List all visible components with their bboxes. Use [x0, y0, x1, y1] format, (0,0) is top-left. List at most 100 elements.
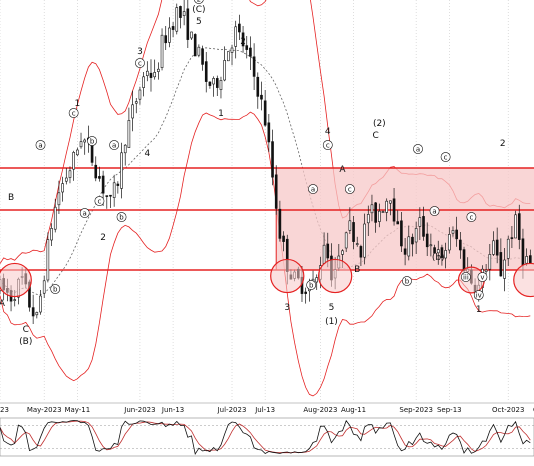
wave-circle-0 [0, 262, 32, 298]
candle-body-133 [488, 254, 492, 270]
candle-body-56 [204, 61, 208, 82]
candle-body-142 [521, 238, 525, 266]
wave-label-27: (1) [325, 317, 338, 327]
candle-body-101 [370, 204, 374, 214]
candle-body-121 [444, 250, 447, 259]
wave-label-36: c [444, 154, 448, 162]
candle-body-132 [484, 269, 488, 272]
candle-body-4 [13, 299, 17, 301]
wave-label-ring-5 [50, 284, 61, 294]
candle-body-100 [366, 214, 370, 224]
wave-label-16: 4 [144, 149, 150, 159]
candle-body-49 [179, 6, 182, 18]
wave-label-ring-24 [322, 140, 333, 150]
candle-body-23 [83, 139, 87, 143]
wave-label-ring-37 [429, 206, 440, 216]
candle-body-134 [492, 240, 495, 255]
wave-label-ring-41 [473, 290, 484, 300]
candle-body-19 [68, 170, 72, 178]
wave-label-10: c [98, 198, 102, 206]
candle-body-36 [131, 104, 134, 119]
wave-label-31: B [354, 265, 360, 275]
x-tick-label-0: 2023 [0, 406, 9, 414]
candle-body-32 [116, 183, 120, 186]
candle-body-55 [201, 48, 204, 65]
wave-label-ring-13 [116, 212, 127, 222]
candle-body-136 [499, 252, 503, 277]
x-tick-label-8: Aug-11 [341, 406, 366, 414]
candle-body-74 [271, 141, 274, 178]
candle-body-66 [241, 32, 245, 47]
candle-body-41 [149, 72, 153, 78]
candle-body-113 [414, 228, 418, 243]
wave-label-ring-8 [79, 208, 90, 218]
candle-body-62 [227, 51, 230, 62]
candle-body-143 [525, 256, 528, 264]
candle-body-117 [429, 244, 433, 247]
wave-label-ring-34 [413, 144, 423, 154]
candle-body-13 [46, 239, 50, 281]
candle-body-40 [145, 70, 149, 76]
candle-body-141 [517, 213, 521, 240]
candle-body-48 [175, 7, 179, 32]
wave-label-5: b [53, 286, 58, 294]
wave-label-ring-40 [460, 272, 471, 282]
candle-body-26 [94, 164, 98, 179]
candle-body-144 [529, 255, 532, 264]
osc-d-line [0, 420, 531, 454]
osc-frame [0, 417, 534, 457]
wave-label-23: 4 [325, 127, 331, 137]
candle-body-58 [212, 78, 215, 85]
wave-label-34: a [416, 146, 420, 154]
wave-label-24: c [326, 142, 330, 150]
candle-body-16 [57, 192, 61, 206]
candle-body-38 [138, 89, 142, 100]
wave-label-1: B [8, 193, 14, 203]
wave-label-ring-9 [87, 136, 97, 146]
wave-label-17: 5 [196, 17, 202, 27]
candle-body-112 [411, 236, 414, 245]
wave-label-6: c [72, 110, 76, 118]
x-tick-label-2: May-11 [64, 406, 90, 414]
candle-body-47 [171, 26, 175, 30]
candle-body-30 [109, 194, 112, 197]
candle-body-97 [355, 243, 359, 245]
candle-body-86 [315, 277, 319, 283]
candle-body-21 [76, 149, 79, 156]
candle-body-34 [123, 144, 127, 154]
candle-body-135 [495, 239, 499, 256]
candle-body-96 [352, 222, 355, 242]
candle-body-67 [245, 45, 249, 50]
candle-body-104 [381, 211, 385, 213]
wave-label-11: 2 [100, 233, 106, 243]
candle-body-124 [455, 229, 458, 240]
wave-label-39: c [469, 214, 473, 222]
wave-label-14: c [138, 60, 142, 68]
wave-label-9: b [90, 138, 95, 146]
wave-label-ring-29 [306, 280, 317, 290]
candle-body-137 [503, 259, 506, 279]
candle-body-33 [120, 152, 123, 189]
wave-label-ring-4 [35, 140, 46, 150]
candle-body-37 [134, 101, 138, 104]
candle-body-102 [374, 202, 377, 223]
wave-label-ring-10 [94, 196, 105, 206]
candle-body-59 [215, 78, 219, 88]
wave-label-32: (2) [373, 119, 386, 129]
candle-body-99 [363, 223, 366, 258]
oscillator-panel [0, 417, 534, 457]
wave-labels: ABC(B)abc1abc2abc345(C)22134cA5(1)abcB(2… [0, 0, 506, 347]
candle-body-71 [260, 94, 263, 100]
wave-label-35: b [405, 278, 410, 286]
candle-body-73 [267, 122, 271, 143]
x-tick-label-6: Jul-13 [254, 406, 275, 414]
wave-label-ring-30 [344, 184, 355, 194]
wave-label-ring-19 [194, 0, 204, 4]
wave-label-19: 2 [197, 0, 201, 4]
candle-body-120 [440, 247, 444, 258]
candle-body-93 [341, 250, 344, 255]
candle-body-123 [451, 230, 455, 234]
candle-body-52 [190, 31, 193, 39]
